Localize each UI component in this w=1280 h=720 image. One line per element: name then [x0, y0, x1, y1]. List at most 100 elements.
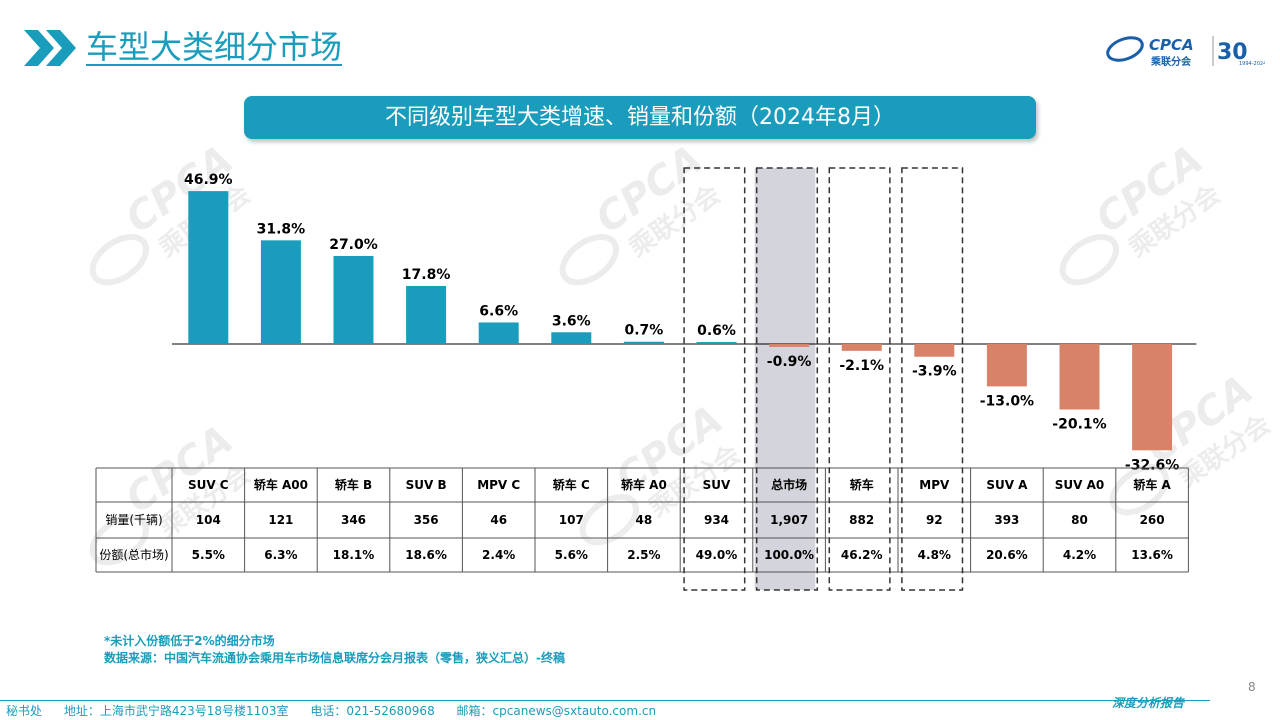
page-number: 8 — [1248, 680, 1256, 694]
table-column-header: 轿车 B — [335, 477, 372, 492]
table-cell-share: 49.0% — [696, 548, 738, 562]
table-row-header: 份额(总市场) — [99, 547, 168, 562]
bar — [551, 332, 592, 344]
table-cell-share: 46.2% — [841, 548, 883, 562]
data-table: 销量(千辆) 份额(总市场) SUV C 轿车 A00 轿车 B SUV B MPV C 轿车… — [95, 467, 1189, 573]
table-column-header: MPV — [919, 478, 950, 492]
highlight-column — [754, 168, 816, 590]
table-cell-share: 13.6% — [1131, 548, 1173, 562]
bar — [1059, 344, 1100, 410]
table-column-header: 轿车 A — [1133, 477, 1171, 492]
bar — [696, 342, 737, 344]
table-cell-share: 4.2% — [1063, 548, 1096, 562]
table-cell-sales: 80 — [1071, 513, 1088, 527]
footer-office: 秘书处 — [6, 704, 43, 718]
cpca-logo: CPCA 乘联分会 30 1994-2024 — [1106, 36, 1265, 68]
report-type: 深度分析报告 — [1112, 696, 1185, 710]
page-title: 车型大类细分市场 — [86, 28, 343, 66]
table-cell-sales: 356 — [414, 513, 439, 527]
footer-contact: 秘书处 地址：上海市武宁路423号18号楼1103室 电话：021-526809… — [6, 702, 674, 719]
bar — [260, 240, 301, 344]
table-cell-share: 100.0% — [764, 548, 814, 562]
chart-banner-title: 不同级别车型大类增速、销量和份额（2024年8月） — [244, 96, 1036, 139]
table-column-header: 总市场 — [771, 477, 807, 492]
bar — [406, 285, 447, 344]
dashed-box — [755, 167, 819, 591]
bar — [478, 322, 519, 344]
bar — [841, 344, 882, 351]
data-label: -20.1% — [1052, 417, 1106, 433]
data-label: -32.6% — [1125, 457, 1179, 473]
bar — [188, 191, 229, 344]
logo-text: CPCA — [1149, 36, 1194, 54]
anniversary-years: 1994-2024 — [1239, 61, 1265, 67]
bar — [1132, 344, 1173, 451]
footer-address: 地址：上海市武宁路423号18号楼1103室 — [63, 704, 289, 718]
table-cell-share: 6.3% — [264, 548, 297, 562]
footnotes: *未计入份额低于2%的细分市场 数据来源：中国汽车流通协会乘用车市场信息联席分会… — [104, 633, 565, 667]
table-cell-sales: 393 — [994, 513, 1019, 527]
table-column-header: 轿车 A00 — [254, 477, 308, 492]
highlight-layer — [754, 168, 816, 590]
data-label: 0.6% — [697, 323, 736, 339]
bars-layer: 46.9% 31.8% 27.0% 17.8% 6.6% 3.6% 0.7% 0.6% -0.9… — [172, 172, 1197, 473]
table-column-header: SUV B — [406, 478, 447, 492]
table-cell-sales: 107 — [559, 513, 584, 527]
table-row-header: 销量(千辆) — [105, 513, 162, 527]
dashed-box — [901, 167, 964, 591]
footnote-note: *未计入份额低于2%的细分市场 — [104, 634, 275, 648]
table-cell-sales: 882 — [849, 513, 874, 527]
dashed-boxes-layer — [683, 167, 964, 591]
footer-email: 邮箱：cpcanews@sxtauto.com.cn — [456, 704, 657, 718]
dashed-box — [828, 167, 891, 591]
table-column-header: SUV A — [986, 478, 1028, 492]
table-cell-sales: 121 — [268, 513, 293, 527]
table-cell-sales: 46 — [490, 513, 507, 527]
bar — [623, 341, 664, 344]
header-chevron-icon — [24, 30, 76, 66]
footer-phone: 电话：021-52680968 — [310, 704, 435, 718]
table-cell-share: 18.6% — [405, 548, 447, 562]
table-cell-share: 2.4% — [482, 548, 515, 562]
table-cell-share: 5.5% — [192, 548, 225, 562]
table-column-header: 轿车 A0 — [621, 477, 667, 492]
data-label: -0.9% — [767, 354, 812, 370]
bar — [333, 255, 374, 344]
table-column-header: 轿车 — [850, 477, 874, 492]
bar — [986, 344, 1027, 387]
data-label: 46.9% — [184, 172, 233, 188]
data-label: -2.1% — [839, 358, 884, 374]
table-cell-sales: 260 — [1140, 513, 1165, 527]
footnote-source: 数据来源：中国汽车流通协会乘用车市场信息联席分会月报表（零售，狭义汇总）-终稿 — [104, 651, 565, 665]
table-column-header: SUV — [703, 478, 731, 492]
table-cell-sales: 934 — [704, 513, 729, 527]
bar — [769, 344, 810, 347]
bar — [914, 344, 955, 357]
table-column-header: SUV A0 — [1055, 478, 1105, 492]
anniversary-number: 30 — [1217, 40, 1248, 65]
data-label: 31.8% — [257, 221, 306, 237]
data-label: 27.0% — [329, 237, 378, 253]
logo-subtext: 乘联分会 — [1150, 55, 1191, 68]
table-cell-sales: 48 — [636, 513, 653, 527]
table-column-header: 轿车 C — [553, 477, 590, 492]
table-cell-share: 5.6% — [555, 548, 588, 562]
table-cell-share: 4.8% — [918, 548, 951, 562]
table-cell-sales: 1,907 — [770, 513, 808, 527]
footer-divider — [0, 700, 1210, 701]
data-label: 3.6% — [552, 313, 591, 329]
table-column-header: SUV C — [188, 478, 229, 492]
table-cell-sales: 346 — [341, 513, 366, 527]
dashed-box — [683, 167, 746, 591]
table-cell-share: 2.5% — [627, 548, 660, 562]
data-label: 17.8% — [402, 267, 451, 283]
table-cell-share: 20.6% — [986, 548, 1028, 562]
data-label: 6.6% — [479, 303, 518, 319]
table-cell-sales: 104 — [196, 513, 221, 527]
table-cell-share: 18.1% — [333, 548, 375, 562]
